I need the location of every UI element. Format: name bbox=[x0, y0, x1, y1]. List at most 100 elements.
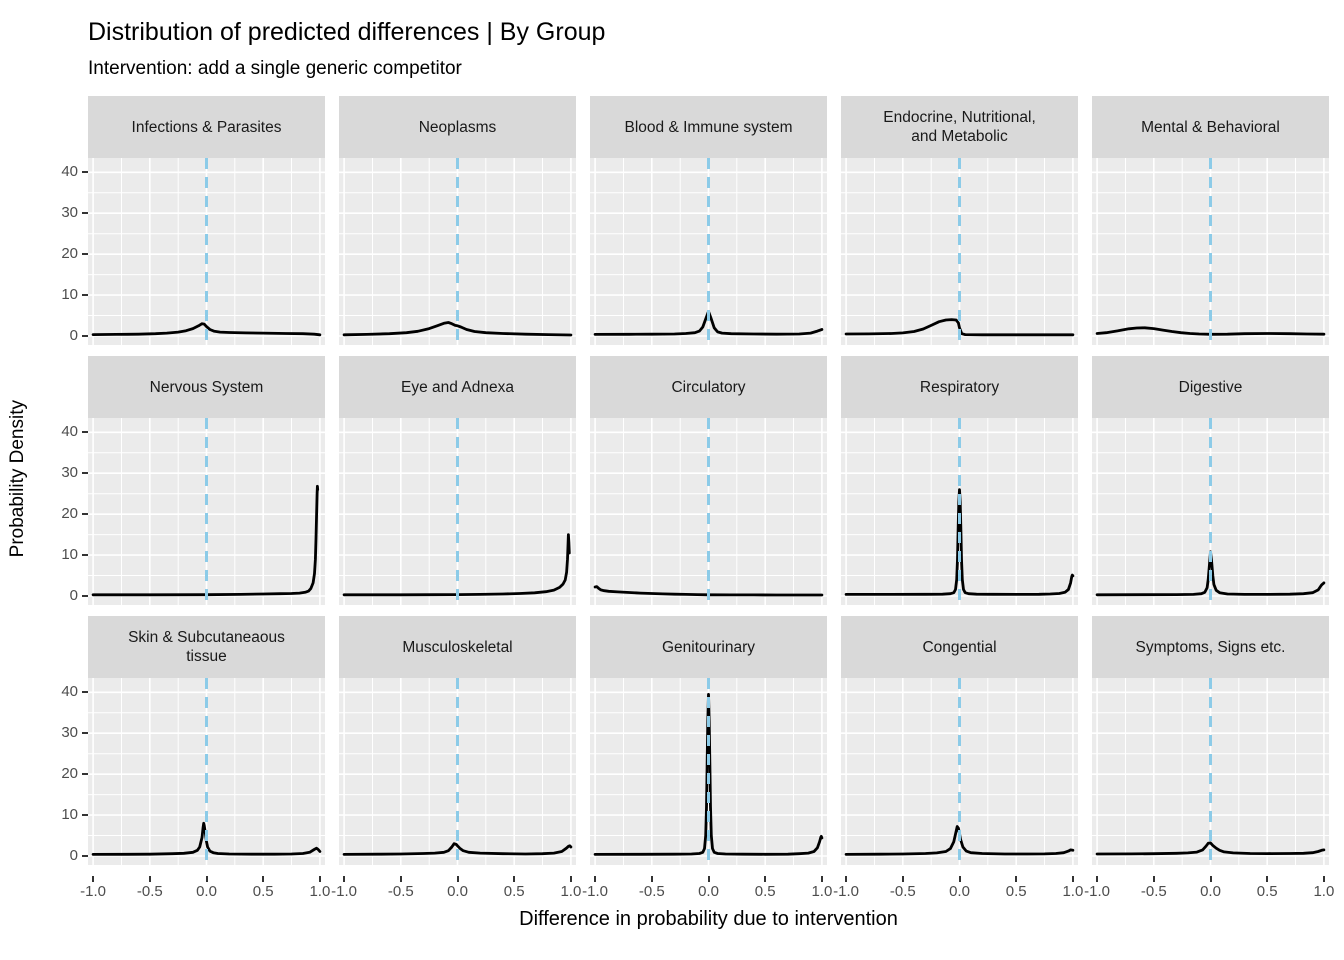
y-tick-label: 0 bbox=[69, 586, 78, 604]
y-axis-gutter: 0 10 20 30 40 bbox=[36, 616, 88, 865]
facet-strip-label: Eye and Adnexa bbox=[401, 378, 514, 396]
density-plot bbox=[88, 678, 325, 865]
facet-strip-label: Blood & Immune system bbox=[624, 118, 793, 136]
facet-panel: Genitourinary bbox=[590, 616, 827, 865]
facet-strip: Respiratory bbox=[841, 356, 1078, 418]
y-axis-tick bbox=[82, 334, 88, 337]
y-axis-tick bbox=[82, 253, 88, 256]
y-tick-label: 10 bbox=[61, 806, 78, 824]
x-tick-label: -0.5 bbox=[1140, 883, 1167, 900]
facet-strip: Blood & Immune system bbox=[590, 96, 827, 158]
density-plot bbox=[590, 678, 827, 865]
x-tick-label: 0.0 bbox=[196, 883, 217, 900]
x-tick-label: 0.5 bbox=[252, 883, 274, 900]
y-axis-tick bbox=[82, 732, 88, 735]
x-axis-tick bbox=[1266, 876, 1269, 882]
y-axis-gutter: 0 10 20 30 40 bbox=[36, 96, 88, 345]
y-axis-tick bbox=[82, 773, 88, 776]
x-axis-row: -1.0 -0.5 0.0 0.5 1.0 -1.0 -0.5 0.0 0.5 1.0 -1.0 -0… bbox=[36, 876, 1344, 902]
facet-row: 0 10 20 30 40 Infections & Parasites Neoplasms… bbox=[36, 96, 1344, 345]
facet-strip-label: Skin & Subcutaneaous tissue bbox=[128, 629, 285, 665]
density-plot bbox=[841, 418, 1078, 605]
density-plot bbox=[1092, 418, 1329, 605]
panel bbox=[88, 678, 325, 865]
x-axis-tick bbox=[650, 876, 653, 882]
x-tick-label: 1.0 bbox=[309, 883, 331, 900]
facet-strip-label: Mental & Behavioral bbox=[1141, 118, 1280, 136]
density-plot bbox=[590, 418, 827, 605]
x-tick-label: -0.5 bbox=[387, 883, 414, 900]
x-tick-label: -1.0 bbox=[833, 883, 860, 900]
facet-panel: Symptoms, Signs etc. bbox=[1092, 616, 1329, 865]
x-tick-label: -0.5 bbox=[638, 883, 665, 900]
y-tick-label: 30 bbox=[61, 464, 78, 482]
y-axis-tick bbox=[82, 513, 88, 516]
facet-panel: Circulatory bbox=[590, 356, 827, 605]
density-curve bbox=[844, 488, 1075, 596]
panel bbox=[590, 158, 827, 345]
y-axis-tick bbox=[82, 854, 88, 857]
y-axis-tick bbox=[82, 171, 88, 174]
facet-panel: Respiratory bbox=[841, 356, 1078, 605]
x-tick-label: 0.0 bbox=[447, 883, 468, 900]
facet-strip-label: Symptoms, Signs etc. bbox=[1135, 638, 1286, 656]
x-axis-tick bbox=[205, 876, 208, 882]
facet-panel: Mental & Behavioral bbox=[1092, 96, 1329, 345]
facet-strip-label: Neoplasms bbox=[418, 118, 497, 136]
facet-strip: Mental & Behavioral bbox=[1092, 96, 1329, 158]
panel bbox=[339, 678, 576, 865]
facet-strip-label: Circulatory bbox=[671, 378, 746, 396]
facet-row: 0 10 20 30 40 Nervous System Eye and Adnexa Cir… bbox=[36, 356, 1344, 605]
y-tick-label: 30 bbox=[61, 204, 78, 222]
y-tick-label: 0 bbox=[69, 846, 78, 864]
facet-panel: Blood & Immune system bbox=[590, 96, 827, 345]
facet-strip-label: Congential bbox=[922, 638, 997, 656]
x-tick-label: 0.0 bbox=[1200, 883, 1221, 900]
x-axis-tick bbox=[1209, 876, 1212, 882]
facet-strip: Congential bbox=[841, 616, 1078, 678]
density-plot bbox=[1092, 158, 1329, 345]
density-curve bbox=[342, 321, 573, 337]
density-plot bbox=[590, 158, 827, 345]
density-curve bbox=[91, 484, 320, 597]
facet-strip: Genitourinary bbox=[590, 616, 827, 678]
x-tick-label: 0.0 bbox=[698, 883, 719, 900]
facet-panel: Eye and Adnexa bbox=[339, 356, 576, 605]
x-tick-label: 0.5 bbox=[754, 883, 776, 900]
x-axis-title: Difference in probability due to interve… bbox=[519, 908, 898, 930]
x-axis-tick bbox=[92, 876, 95, 882]
facet-grid: 0 10 20 30 40 Infections & Parasites Neoplasms… bbox=[36, 96, 1344, 931]
x-axis-tick bbox=[318, 876, 321, 882]
facet-strip: Neoplasms bbox=[339, 96, 576, 158]
y-tick-label: 20 bbox=[61, 245, 78, 263]
density-plot bbox=[1092, 678, 1329, 865]
facet-row: 0 10 20 30 40 Skin & Subcutaneaous tissue Musc… bbox=[36, 616, 1344, 865]
x-axis-cell: -1.0 -0.5 0.0 0.5 1.0 bbox=[80, 876, 330, 902]
density-plot bbox=[339, 678, 576, 865]
y-tick-label: 40 bbox=[61, 683, 78, 701]
density-plot bbox=[339, 158, 576, 345]
y-axis-title-column: Probability Density bbox=[0, 96, 36, 931]
facet-strip: Eye and Adnexa bbox=[339, 356, 576, 418]
x-axis-cell: -1.0 -0.5 0.0 0.5 1.0 bbox=[582, 876, 832, 902]
x-axis-tick bbox=[764, 876, 767, 882]
facet-strip: Symptoms, Signs etc. bbox=[1092, 616, 1329, 678]
y-axis-tick bbox=[82, 294, 88, 297]
panel bbox=[841, 678, 1078, 865]
x-tick-label: 1.0 bbox=[1313, 883, 1335, 900]
density-plot bbox=[841, 158, 1078, 345]
density-curve bbox=[1095, 550, 1326, 597]
y-tick-label: 30 bbox=[61, 724, 78, 742]
x-axis-tick bbox=[958, 876, 961, 882]
y-tick-label: 20 bbox=[61, 505, 78, 523]
title-block: Distribution of predicted differences | … bbox=[0, 0, 1344, 96]
x-tick-label: 1.0 bbox=[811, 883, 833, 900]
facet-strip: Endocrine, Nutritional, and Metabolic bbox=[841, 96, 1078, 158]
facet-panel: Nervous System bbox=[88, 356, 325, 605]
y-tick-label: 20 bbox=[61, 765, 78, 783]
panel bbox=[88, 158, 325, 345]
facet-panel: Congential bbox=[841, 616, 1078, 865]
density-plot bbox=[339, 418, 576, 605]
x-axis-cell: -1.0 -0.5 0.0 0.5 1.0 bbox=[833, 876, 1083, 902]
density-plot bbox=[88, 158, 325, 345]
